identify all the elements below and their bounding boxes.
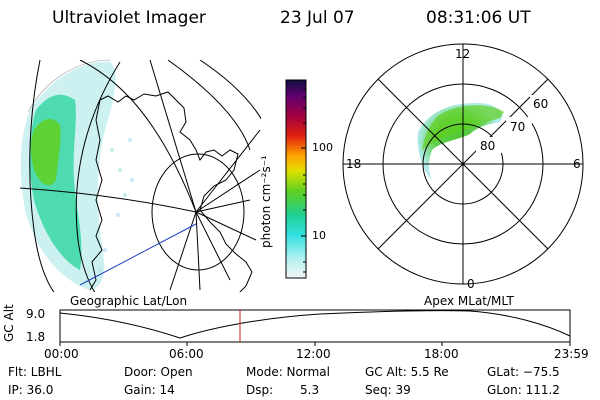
info-dsp-value: 5.3: [300, 383, 320, 397]
info-gain: Gain: 14: [124, 383, 175, 397]
altitude-xtick-1200: 12:00: [296, 347, 331, 361]
altitude-curve: [59, 310, 571, 339]
earth-limb: [27, 59, 111, 113]
polar-plot: [342, 43, 584, 285]
altitude-xtick-2359: 23:59: [554, 347, 589, 361]
info-door: Door: Open: [124, 365, 193, 379]
date-label: 23 Jul 07: [280, 8, 355, 28]
info-seq: Seq: 39: [365, 383, 411, 397]
mlat-label-80: 80: [480, 139, 496, 153]
aurora-core-geo: [31, 118, 61, 186]
colorbar-tick-100: 100: [312, 141, 333, 154]
colorbar-unit-label: photon cm⁻²s⁻¹: [259, 155, 273, 248]
polar-caption: Apex MLat/MLT: [424, 294, 514, 308]
coastline: [89, 91, 253, 292]
altitude-ylabel: GC Alt: [2, 304, 16, 342]
info-dsp-label: Dsp:: [246, 383, 274, 397]
info-filter: Flt: LBHL: [8, 365, 62, 379]
info-glon: GLon: 111.2: [487, 383, 560, 397]
instrument-title: Ultraviolet Imager: [52, 8, 206, 28]
mlat-label-60: 60: [533, 97, 549, 111]
satellite-track: [79, 223, 197, 286]
time-label: 08:31:06 UT: [426, 8, 531, 28]
mlat-label-70: 70: [510, 120, 526, 134]
geographic-map: [19, 60, 261, 292]
colorbar: [285, 79, 307, 279]
geo-caption: Geographic Lat/Lon: [70, 294, 188, 308]
altitude-xtick-1800: 18:00: [424, 347, 459, 361]
altitude-ytick-low: 1.8: [26, 330, 46, 344]
altitude-xtick-0600: 06:00: [169, 347, 204, 361]
altitude-plot: [59, 309, 571, 346]
altitude-ytick-high: 9.0: [26, 307, 46, 321]
mlt-label-12: 12: [455, 47, 471, 61]
info-glat: GLat: −75.5: [487, 365, 560, 379]
info-gc-alt: GC Alt: 5.5 Re: [365, 365, 449, 379]
mlt-label-6: 6: [573, 157, 581, 171]
info-mode: Mode: Normal: [246, 365, 330, 379]
mlt-label-0: 0: [467, 277, 475, 291]
colorbar-tick-10: 10: [312, 229, 326, 242]
altitude-xtick-0000: 00:00: [44, 347, 79, 361]
info-ip: IP: 36.0: [8, 383, 54, 397]
mlt-label-18: 18: [346, 157, 362, 171]
